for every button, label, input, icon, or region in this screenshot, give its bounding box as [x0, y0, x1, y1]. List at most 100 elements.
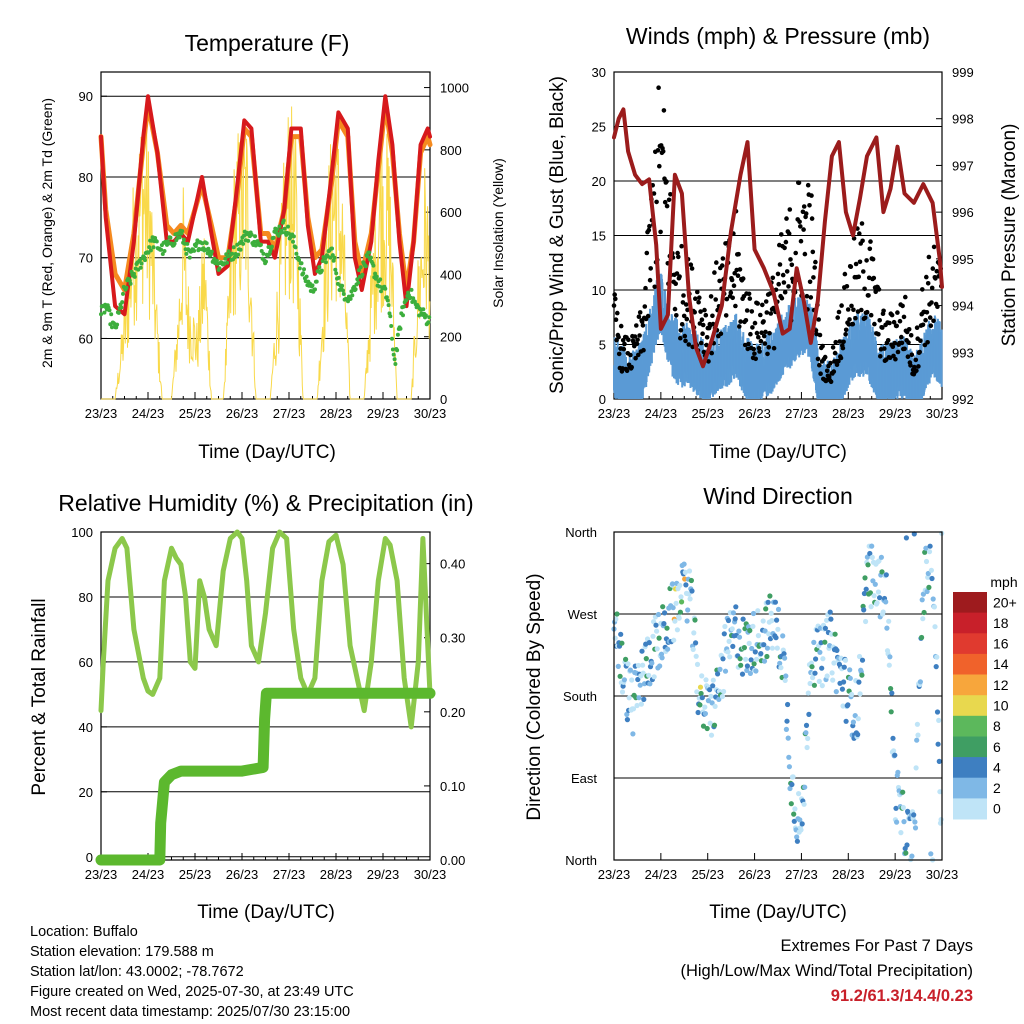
direction-point — [919, 634, 925, 641]
gust-point — [924, 310, 930, 315]
direction-point — [914, 737, 920, 743]
direction-point — [849, 691, 855, 698]
direction-point — [640, 662, 646, 668]
direction-point — [643, 656, 649, 662]
gust-point — [754, 330, 760, 336]
gust-point — [845, 307, 851, 312]
gust-point — [731, 283, 737, 289]
pressure-ylabel: Station Pressure (Maroon) — [999, 124, 1020, 347]
direction-point — [741, 645, 748, 651]
gust-point — [902, 346, 907, 352]
gust-point — [810, 249, 816, 255]
dewpoint-point — [102, 310, 107, 315]
gust-point — [798, 238, 804, 244]
direction-point — [796, 791, 802, 797]
direction-point — [773, 635, 779, 641]
direction-point — [898, 830, 904, 836]
direction-point — [703, 677, 709, 683]
direction-point — [879, 569, 885, 575]
gust-point — [689, 266, 695, 271]
y2-tick-label: 998 — [952, 112, 974, 127]
x-tick-label: 24/23 — [645, 406, 678, 421]
direction-point — [676, 615, 682, 621]
direction-point — [746, 640, 752, 647]
dewpoint-point — [367, 250, 372, 255]
gust-point — [624, 368, 630, 374]
direction-point — [662, 610, 668, 616]
direction-point — [689, 588, 695, 594]
gust-point — [878, 354, 883, 359]
direction-point — [926, 549, 933, 555]
gust-point — [788, 257, 793, 262]
gust-point — [756, 345, 762, 351]
gust-point — [909, 352, 915, 358]
direction-point — [888, 709, 894, 715]
gust-point — [859, 221, 865, 226]
dewpoint-point — [184, 251, 189, 256]
direction-point — [721, 688, 727, 695]
gust-point — [660, 149, 666, 154]
direction-point — [765, 599, 771, 605]
gust-point — [804, 293, 810, 299]
gust-point — [851, 307, 856, 313]
direction-point — [767, 593, 773, 599]
location-text: Location: Buffalo — [30, 924, 138, 940]
dewpoint-point — [236, 252, 241, 257]
elevation-text: Station elevation: 179.588 m — [30, 944, 214, 960]
direction-point — [678, 594, 684, 600]
direction-point — [656, 635, 662, 641]
y-tick-label: 80 — [79, 590, 93, 605]
gust-point — [767, 291, 773, 296]
winds-title: Winds (mph) & Pressure (mb) — [626, 23, 930, 49]
y2-tick-label: 995 — [952, 252, 974, 267]
dewpoint-point — [302, 267, 306, 272]
direction-point — [893, 805, 899, 811]
gust-point — [674, 313, 679, 318]
gust-point — [929, 285, 935, 291]
gust-point — [787, 207, 793, 212]
direction-point — [926, 584, 932, 591]
gust-point — [683, 338, 688, 344]
y-tick-label: North — [565, 525, 597, 540]
dewpoint-point — [301, 271, 306, 276]
direction-point — [817, 649, 823, 655]
gust-point — [782, 289, 788, 295]
direction-point — [886, 618, 892, 624]
direction-point — [699, 695, 705, 701]
colorbar-label: 12 — [993, 677, 1009, 693]
direction-point — [629, 677, 635, 683]
direction-point — [807, 680, 813, 687]
direction-point — [639, 648, 645, 654]
gust-point — [802, 251, 808, 257]
direction-point — [707, 720, 713, 726]
direction-point — [647, 681, 653, 687]
gust-point — [629, 364, 634, 370]
direction-point — [655, 611, 662, 618]
direction-point — [894, 819, 900, 825]
gust-point — [770, 275, 776, 281]
gust-point — [877, 318, 882, 323]
dewpoint-point — [177, 235, 182, 240]
gust-point — [680, 300, 686, 305]
gust-point — [882, 346, 887, 351]
gust-point — [709, 350, 714, 356]
dewpoint-point — [168, 235, 173, 240]
direction-point — [865, 562, 871, 568]
precip-line — [95, 687, 436, 866]
direction-point — [903, 850, 909, 856]
dewpoint-point — [310, 283, 315, 288]
gust-point — [917, 349, 922, 355]
direction-point — [619, 689, 626, 695]
direction-point — [811, 639, 817, 646]
gust-point — [835, 315, 840, 320]
dewpoint-point — [151, 245, 156, 250]
x-tick-label: 25/23 — [179, 406, 212, 421]
dewpoint-point — [401, 313, 405, 318]
direction-point — [791, 811, 797, 817]
dewpoint-point — [341, 288, 345, 293]
gust-point — [682, 333, 688, 339]
direction-point — [763, 606, 769, 612]
temperature-xlabel: Time (Day/UTC) — [198, 442, 336, 463]
direction-point — [653, 622, 659, 628]
